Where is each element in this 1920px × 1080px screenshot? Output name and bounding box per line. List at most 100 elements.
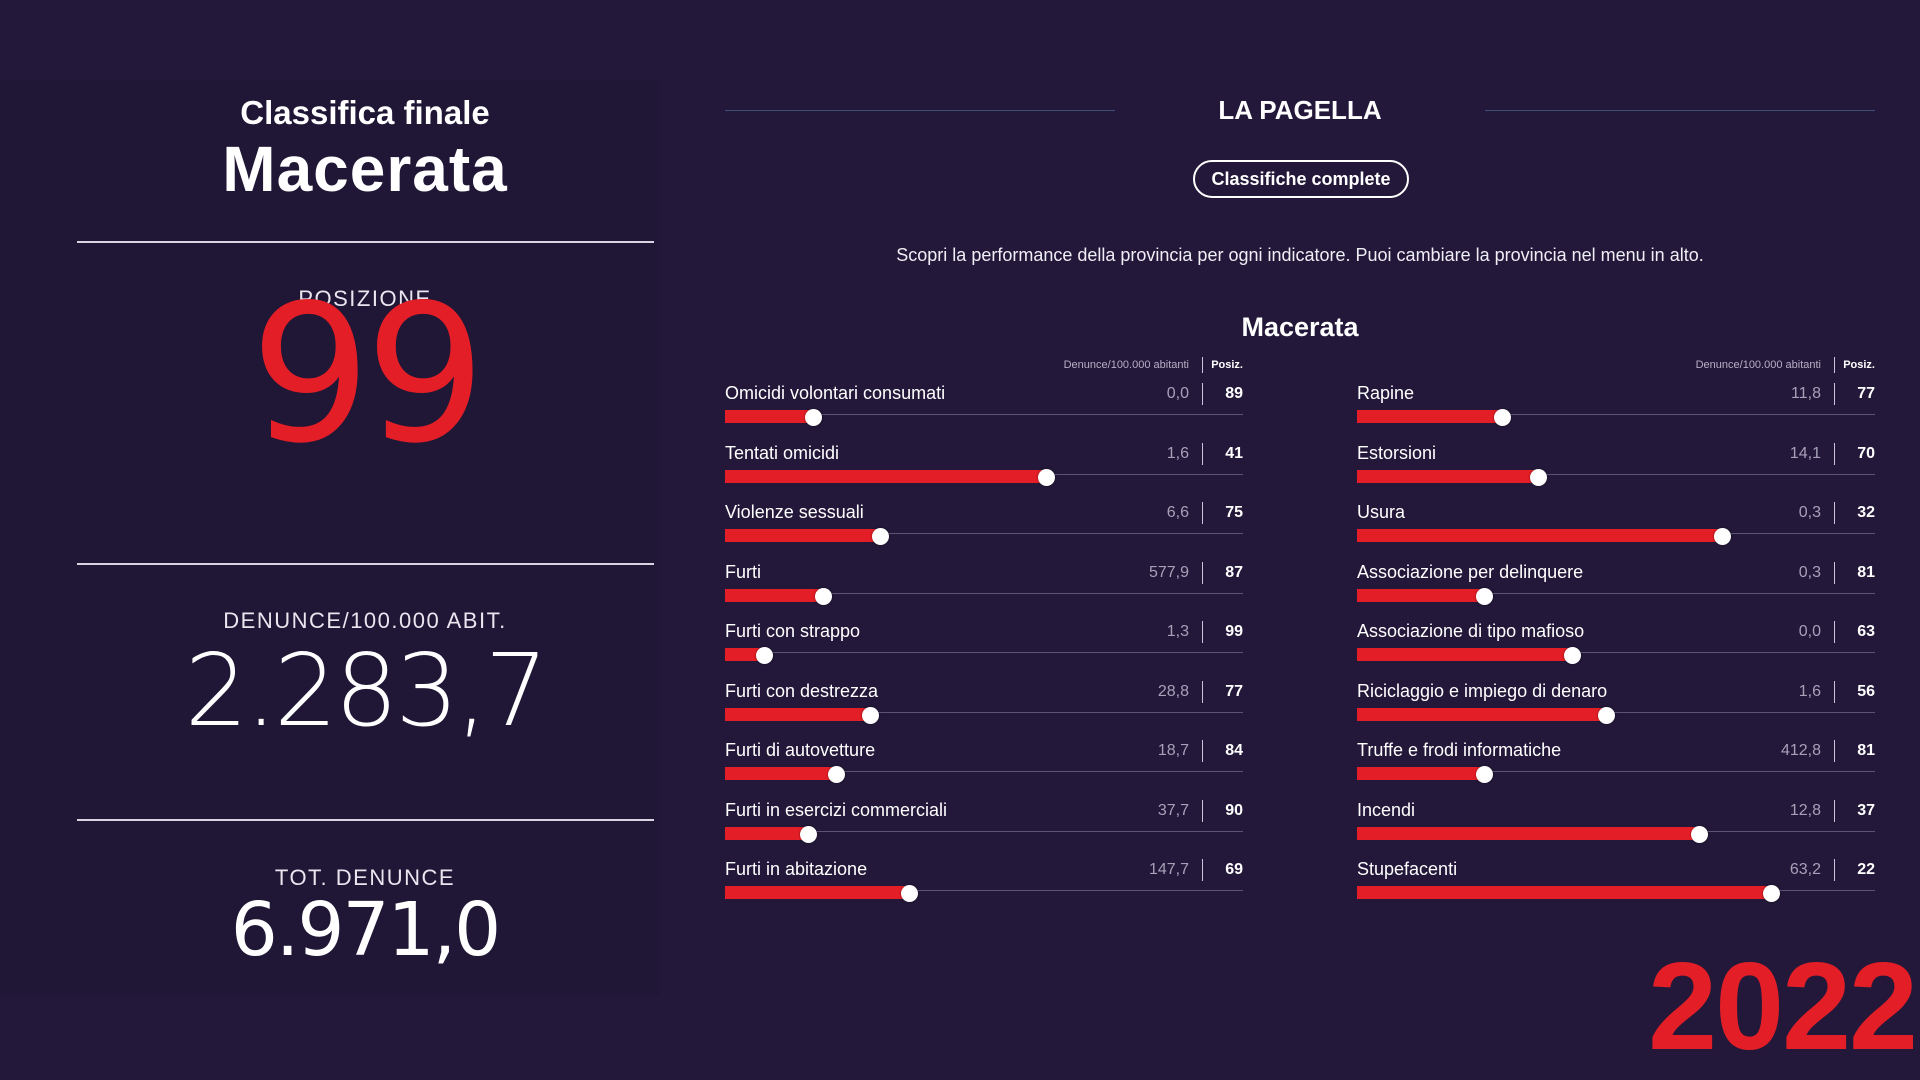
intro-text: Scopri la performance della provincia pe… xyxy=(896,245,1704,265)
indicator-name: Furti di autovetture xyxy=(725,740,876,760)
indicator-row: Stupefacenti 63,2 22 xyxy=(1357,853,1875,913)
bar-track xyxy=(1357,592,1875,594)
indicator-value: 63,2 xyxy=(1789,861,1821,878)
indicator-rank: 69 xyxy=(1225,861,1243,878)
indicator-row: Omicidi volontari consumati 0,0 89 xyxy=(725,377,1243,437)
indicator-rank: 75 xyxy=(1225,504,1243,521)
indicator-row: Associazione di tipo mafioso 0,0 63 xyxy=(1357,615,1875,675)
bar-knob xyxy=(900,885,918,902)
column-header: Denunce/100.000 abitanti Posiz. xyxy=(1357,355,1875,377)
indicator-value: 6,6 xyxy=(1166,504,1189,521)
indicator-name: Furti xyxy=(725,561,761,582)
value-separator xyxy=(1834,502,1835,524)
bar-knob xyxy=(799,825,817,843)
bar-knob xyxy=(1530,468,1548,486)
indicator-value: 18,7 xyxy=(1157,742,1189,759)
indicator-column-left: Denunce/100.000 abitanti Posiz. Omicidi … xyxy=(725,355,1243,913)
value-separator xyxy=(1202,383,1203,405)
bar-fill xyxy=(1357,410,1503,423)
indicator-rank: 41 xyxy=(1225,444,1243,462)
bar-fill xyxy=(1357,588,1484,602)
full-rankings-button[interactable]: Classifiche complete xyxy=(1193,160,1409,198)
value-separator xyxy=(1202,442,1203,465)
bar-track xyxy=(725,652,1243,653)
column-header-rank: Posiz. xyxy=(1211,359,1243,371)
indicator-name: Rapine xyxy=(1357,383,1415,403)
indicator-row: Rapine 11,8 77 xyxy=(1357,377,1875,437)
bar-knob xyxy=(1563,647,1581,664)
indicator-row: Furti 577,9 87 xyxy=(725,556,1243,616)
indicator-value: 1,6 xyxy=(1166,444,1189,462)
indicator-rank: 81 xyxy=(1857,742,1875,759)
indicator-row: Usura 0,3 32 xyxy=(1357,496,1875,556)
bar-fill xyxy=(1357,826,1699,840)
indicator-value: 37,7 xyxy=(1157,801,1189,819)
indicator-rank: 22 xyxy=(1857,861,1875,878)
bar-fill xyxy=(725,767,837,780)
value-separator xyxy=(1834,442,1835,465)
position-value: 99 xyxy=(250,264,486,485)
bar-track xyxy=(1357,473,1875,475)
bar-track xyxy=(725,771,1243,772)
indicator-name: Truffe e frodi informatiche xyxy=(1357,740,1562,760)
indicator-value: 0,3 xyxy=(1798,504,1821,521)
total-denunce-label: TOT. DENUNCE xyxy=(274,865,456,890)
divider xyxy=(77,819,654,821)
indicator-name: Associazione per delinquere xyxy=(1357,561,1584,582)
bar-knob xyxy=(1038,468,1056,486)
column-header-value: Denunce/100.000 abitanti xyxy=(1695,359,1821,371)
bar-track xyxy=(1357,652,1875,653)
indicator-value: 147,7 xyxy=(1148,861,1189,878)
divider xyxy=(77,241,654,243)
position-label: POSIZIONE xyxy=(298,286,432,311)
summary-panel: Classifica finale Macerata POSIZIONE 99 … xyxy=(0,80,660,995)
bar-fill xyxy=(1357,767,1484,780)
total-denunce-value: 6.971,0 xyxy=(230,887,501,973)
bar-track xyxy=(1357,771,1875,772)
indicator-row: Furti di autovetture 18,7 84 xyxy=(725,734,1243,794)
bar-knob xyxy=(1475,587,1493,605)
bar-track xyxy=(725,533,1243,534)
indicator-row: Tentati omicidi 1,6 41 xyxy=(725,437,1243,497)
indicator-value: 412,8 xyxy=(1780,742,1821,759)
value-separator xyxy=(1202,740,1203,762)
bar-track xyxy=(725,830,1243,832)
indicator-name: Stupefacenti xyxy=(1357,859,1458,879)
column-header-value: Denunce/100.000 abitanti xyxy=(1063,359,1189,371)
heading-rule-left xyxy=(725,110,1115,111)
indicator-row: Estorsioni 14,1 70 xyxy=(1357,437,1875,497)
indicator-rank: 81 xyxy=(1857,563,1875,581)
indicator-value: 28,8 xyxy=(1157,682,1189,700)
value-separator xyxy=(1202,621,1203,643)
denunce-label: DENUNCE/100.000 ABIT. xyxy=(223,608,507,633)
bar-track xyxy=(725,711,1243,713)
bar-track xyxy=(725,414,1243,415)
column-header-rank: Posiz. xyxy=(1843,359,1875,371)
bar-track xyxy=(725,890,1243,891)
indicator-row: Furti con destrezza 28,8 77 xyxy=(725,675,1243,735)
bar-knob xyxy=(1690,825,1708,843)
indicator-value: 14,1 xyxy=(1789,444,1821,462)
indicator-rank: 37 xyxy=(1857,801,1875,819)
bar-knob xyxy=(828,766,846,783)
column-separator xyxy=(1834,357,1835,373)
bar-knob xyxy=(862,706,880,724)
bar-fill xyxy=(1357,886,1772,899)
indicator-row: Associazione per delinquere 0,3 81 xyxy=(1357,556,1875,616)
bar-track xyxy=(1357,414,1875,415)
value-separator xyxy=(1202,680,1203,703)
indicator-rank: 84 xyxy=(1225,742,1243,759)
bar-knob xyxy=(1494,409,1512,426)
bar-knob xyxy=(805,409,823,426)
indicator-row: Incendi 12,8 37 xyxy=(1357,794,1875,854)
value-separator xyxy=(1202,502,1203,524)
indicator-name: Furti in esercizi commerciali xyxy=(725,799,948,820)
bar-fill xyxy=(725,826,808,840)
value-separator xyxy=(1834,561,1835,584)
bar-fill xyxy=(1357,648,1572,661)
indicator-value: 577,9 xyxy=(1148,563,1189,581)
value-separator xyxy=(1202,799,1203,822)
value-separator xyxy=(1834,740,1835,762)
indicator-name: Associazione di tipo mafioso xyxy=(1357,621,1585,641)
indicator-value: 0,3 xyxy=(1798,563,1821,581)
